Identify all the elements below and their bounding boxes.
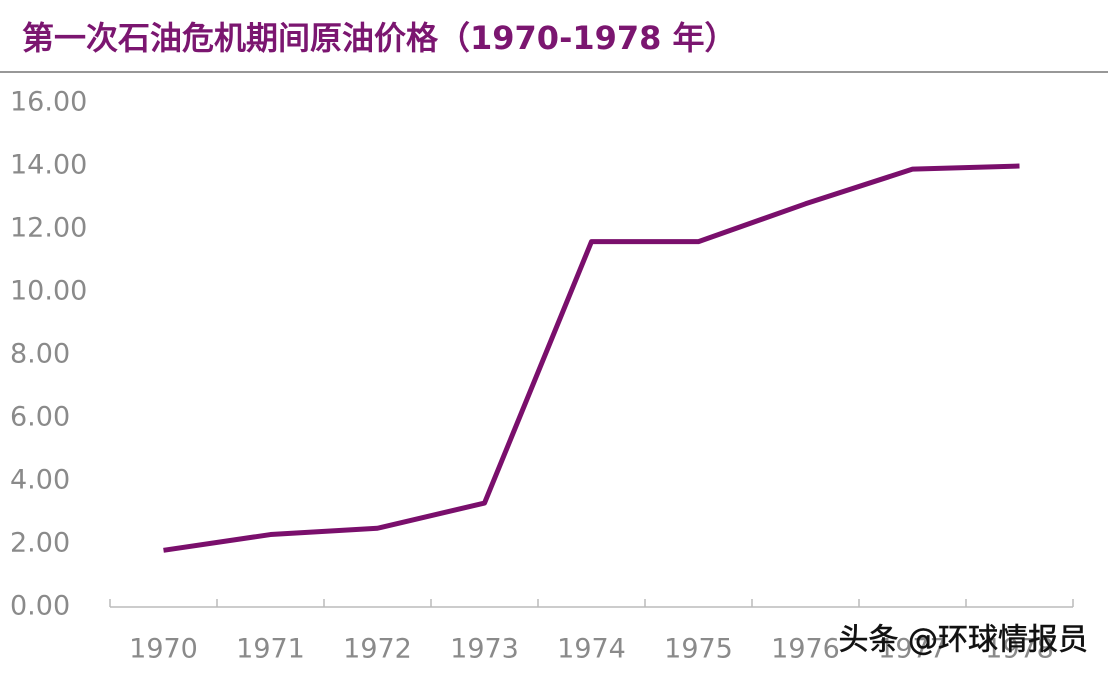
x-tick-label: 1974 xyxy=(557,634,626,665)
y-tick-label: 0.00 xyxy=(10,591,70,622)
x-tick-label: 1978 xyxy=(985,634,1054,665)
x-tick-label: 1976 xyxy=(771,634,840,665)
y-tick-label: 8.00 xyxy=(10,339,70,370)
watermark: 头条 @环球情报员 xyxy=(838,623,1088,658)
x-tick-label: 1975 xyxy=(664,634,733,665)
data-line xyxy=(163,163,1020,553)
x-tick-label: 1972 xyxy=(343,634,412,665)
y-tick-label: 16.00 xyxy=(10,87,87,118)
y-tick-label: 14.00 xyxy=(10,150,87,181)
y-tick-label: 10.00 xyxy=(10,276,87,307)
x-tick-label: 1973 xyxy=(450,634,519,665)
x-tick-label: 1970 xyxy=(129,634,198,665)
y-tick-label: 2.00 xyxy=(10,528,70,559)
x-tick-label: 1971 xyxy=(236,634,305,665)
y-tick-label: 12.00 xyxy=(10,213,87,244)
chart-title: 第一次石油危机期间原油价格（1970-1978 年） xyxy=(22,19,737,57)
y-tick-label: 6.00 xyxy=(10,402,70,433)
x-tick-label: 1977 xyxy=(878,634,947,665)
y-tick-label: 4.00 xyxy=(10,465,70,496)
